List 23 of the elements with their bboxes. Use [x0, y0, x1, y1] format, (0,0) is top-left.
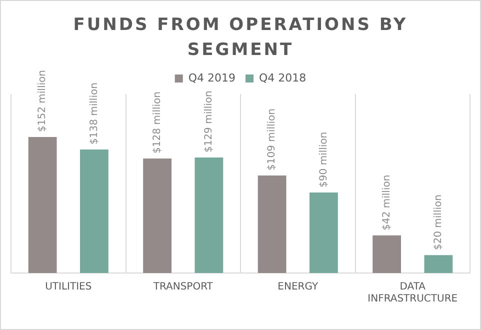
bar [143, 158, 172, 273]
x-tick-label: TRANSPORT [152, 282, 214, 293]
bar [372, 235, 402, 273]
data-label: $152 million [37, 70, 48, 132]
x-tick-label: UTILITIES [45, 282, 92, 293]
data-label: $20 million [433, 194, 444, 250]
data-label: $42 million [381, 174, 392, 230]
bar [424, 255, 453, 273]
data-label: $109 million [266, 108, 278, 170]
bar [258, 175, 286, 273]
legend-label: Q4 2019 [188, 71, 236, 84]
bar [80, 149, 108, 273]
data-label: $128 million [152, 91, 163, 154]
x-tick-label: DATA INFRASTRUCTURE [368, 282, 458, 305]
data-label: $90 million [318, 132, 330, 188]
x-tick-label: ENERGY [278, 282, 319, 293]
bar [28, 136, 57, 273]
bar [309, 192, 338, 273]
data-label: $129 million [204, 90, 215, 153]
chart-title: FUNDS FROM OPERATIONS BY SEGMENT [72, 14, 409, 62]
bar [194, 158, 224, 273]
legend-label: Q4 2018 [259, 71, 306, 84]
data-label: $138 million [88, 82, 100, 144]
